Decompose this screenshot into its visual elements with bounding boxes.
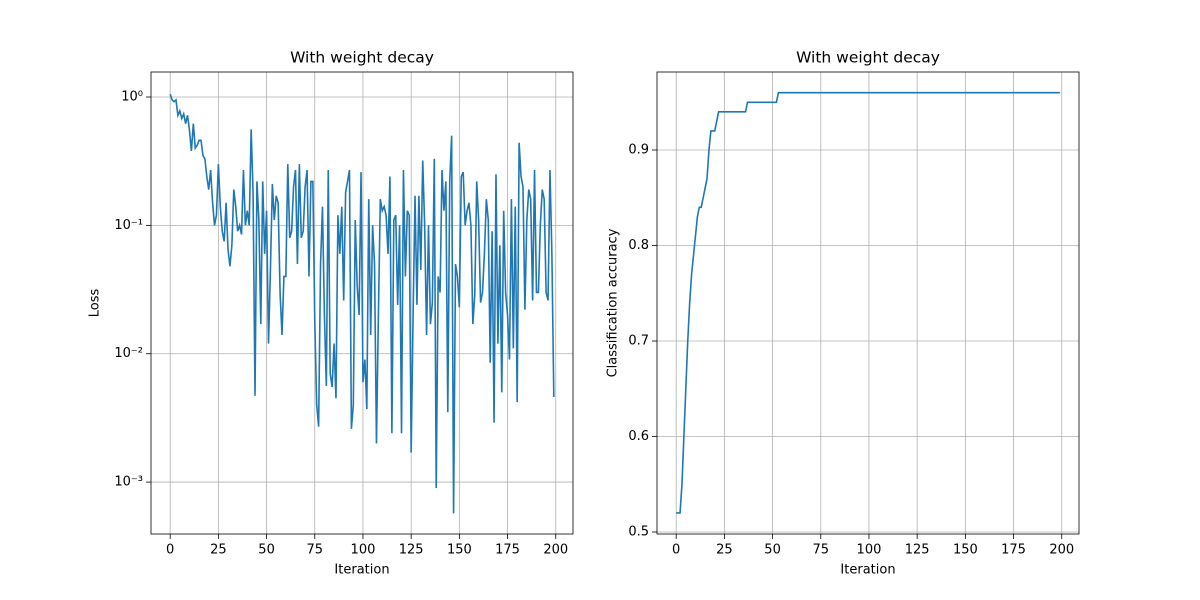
y-tick-label: 0.8 bbox=[628, 238, 649, 253]
x-tick-label: 200 bbox=[543, 543, 568, 558]
x-tick-label: 0 bbox=[672, 543, 680, 558]
x-tick-label: 100 bbox=[351, 543, 376, 558]
x-tick-label: 0 bbox=[166, 543, 174, 558]
data-line bbox=[169, 94, 555, 514]
y-tick-label: 10⁻³ bbox=[114, 475, 143, 490]
x-tick-label: 175 bbox=[495, 543, 520, 558]
x-tick-label: 200 bbox=[1049, 543, 1074, 558]
x-tick-label: 150 bbox=[447, 543, 472, 558]
x-tick-label: 150 bbox=[953, 543, 978, 558]
axes-frame bbox=[150, 71, 574, 535]
y-axis-label: Classification accuracy bbox=[606, 228, 621, 377]
axes-frame bbox=[656, 71, 1080, 535]
y-tick-label: 0.5 bbox=[628, 524, 649, 539]
x-tick-label: 175 bbox=[1001, 543, 1026, 558]
x-tick-label: 125 bbox=[905, 543, 930, 558]
x-tick-label: 75 bbox=[306, 543, 323, 558]
x-axis-label: Iteration bbox=[840, 563, 895, 578]
x-tick-label: 25 bbox=[210, 543, 227, 558]
chart-title: With weight decay bbox=[796, 49, 940, 67]
y-tick-label: 10⁻¹ bbox=[114, 218, 143, 233]
x-tick-label: 50 bbox=[764, 543, 781, 558]
x-tick-label: 25 bbox=[716, 543, 733, 558]
x-tick-label: 50 bbox=[258, 543, 275, 558]
x-tick-label: 125 bbox=[399, 543, 424, 558]
y-tick-label: 10⁰ bbox=[121, 90, 143, 105]
x-tick-label: 100 bbox=[857, 543, 882, 558]
chart-title: With weight decay bbox=[290, 49, 434, 67]
y-tick-label: 10⁻² bbox=[114, 346, 143, 361]
y-tick-label: 0.7 bbox=[628, 334, 649, 349]
y-tick-label: 0.6 bbox=[628, 429, 649, 444]
y-tick-label: 0.9 bbox=[628, 143, 649, 158]
data-line bbox=[676, 91, 1060, 514]
x-axis-label: Iteration bbox=[334, 563, 389, 578]
x-tick-label: 75 bbox=[812, 543, 829, 558]
y-axis-label: Loss bbox=[88, 289, 103, 318]
